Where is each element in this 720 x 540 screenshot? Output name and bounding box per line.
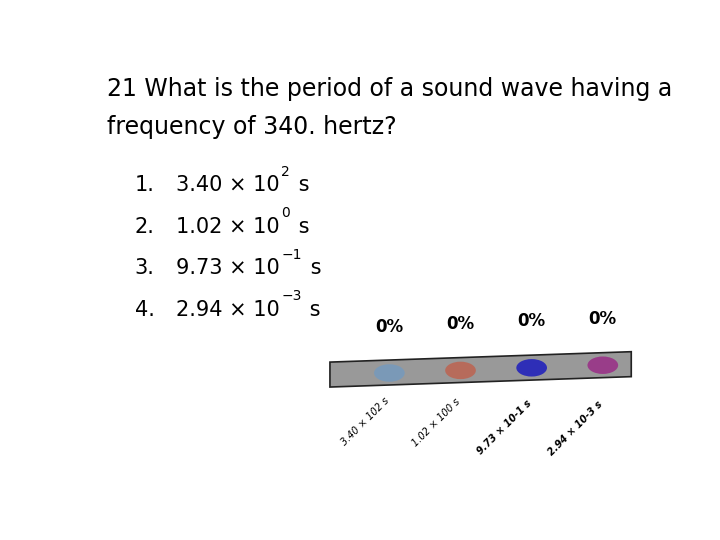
Text: 3.40 × 102 s: 3.40 × 102 s bbox=[339, 396, 391, 448]
Text: 1.02 × 100 s: 1.02 × 100 s bbox=[410, 397, 462, 449]
Text: 0%: 0% bbox=[518, 313, 546, 330]
Text: −3: −3 bbox=[282, 289, 302, 303]
Text: s: s bbox=[303, 300, 321, 320]
Text: −1: −1 bbox=[282, 248, 302, 262]
Text: 3.40 × 10: 3.40 × 10 bbox=[176, 175, 280, 195]
Polygon shape bbox=[330, 352, 631, 387]
Text: 2.94 × 10: 2.94 × 10 bbox=[176, 300, 280, 320]
Text: 2.94 × 10-3 s: 2.94 × 10-3 s bbox=[546, 399, 604, 457]
Text: 1.02 × 10: 1.02 × 10 bbox=[176, 217, 280, 237]
Text: 4.: 4. bbox=[135, 300, 155, 320]
Text: s: s bbox=[292, 217, 309, 237]
Ellipse shape bbox=[516, 359, 547, 376]
Text: 0%: 0% bbox=[589, 310, 617, 328]
Text: 9.73 × 10: 9.73 × 10 bbox=[176, 258, 280, 278]
Ellipse shape bbox=[374, 364, 405, 382]
Text: 2.: 2. bbox=[135, 217, 155, 237]
Text: 9.73 × 10-1 s: 9.73 × 10-1 s bbox=[475, 398, 533, 456]
Ellipse shape bbox=[445, 362, 476, 379]
Text: 0: 0 bbox=[282, 206, 290, 220]
Text: 1.: 1. bbox=[135, 175, 155, 195]
Text: 0%: 0% bbox=[375, 318, 403, 335]
Ellipse shape bbox=[588, 356, 618, 374]
Text: 2: 2 bbox=[282, 165, 290, 179]
Text: 0%: 0% bbox=[446, 315, 474, 333]
Text: 3.: 3. bbox=[135, 258, 155, 278]
Text: frequency of 340. hertz?: frequency of 340. hertz? bbox=[107, 114, 397, 139]
Text: s: s bbox=[304, 258, 321, 278]
Text: s: s bbox=[292, 175, 309, 195]
Text: 21 What is the period of a sound wave having a: 21 What is the period of a sound wave ha… bbox=[107, 77, 672, 102]
